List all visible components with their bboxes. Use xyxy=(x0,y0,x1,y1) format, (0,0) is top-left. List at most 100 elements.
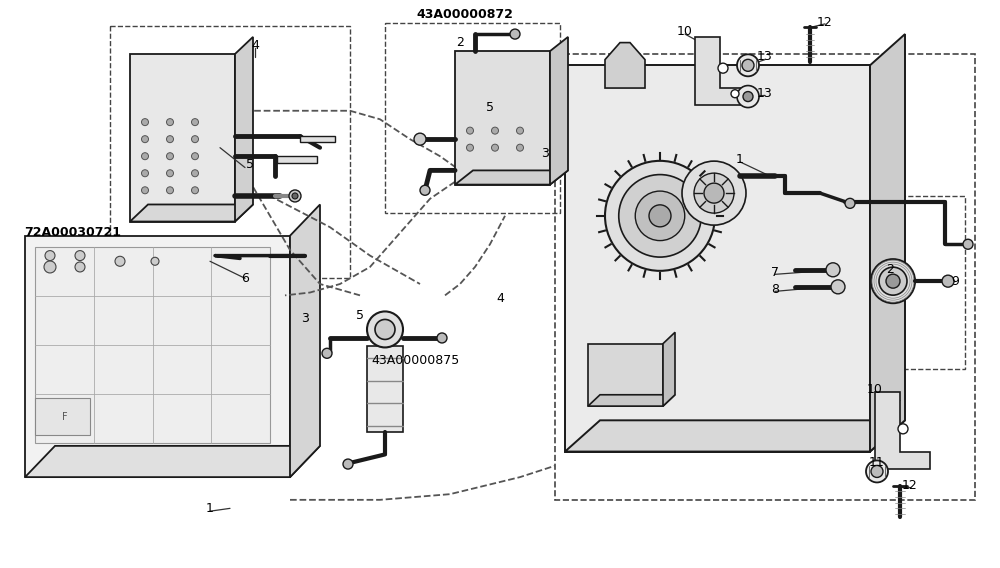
Circle shape xyxy=(142,187,149,194)
Text: 8: 8 xyxy=(771,283,779,296)
Circle shape xyxy=(289,190,301,202)
Text: 7: 7 xyxy=(771,266,779,279)
Circle shape xyxy=(516,127,524,134)
Circle shape xyxy=(467,127,474,134)
Circle shape xyxy=(192,136,198,143)
Circle shape xyxy=(871,259,915,303)
Polygon shape xyxy=(25,236,290,477)
Circle shape xyxy=(467,144,474,151)
Circle shape xyxy=(682,161,746,225)
Text: 6: 6 xyxy=(241,272,249,285)
Polygon shape xyxy=(605,43,645,88)
Circle shape xyxy=(192,170,198,177)
Text: 4: 4 xyxy=(496,292,504,304)
Text: 1: 1 xyxy=(736,153,744,165)
Polygon shape xyxy=(565,420,905,452)
Circle shape xyxy=(845,198,855,208)
Circle shape xyxy=(635,191,685,241)
Circle shape xyxy=(737,55,759,76)
Bar xyxy=(555,54,975,500)
Circle shape xyxy=(898,424,908,434)
Circle shape xyxy=(115,256,125,266)
Circle shape xyxy=(142,119,149,126)
Circle shape xyxy=(742,59,754,72)
Text: 10: 10 xyxy=(677,25,693,37)
Polygon shape xyxy=(663,332,675,406)
Polygon shape xyxy=(565,65,870,452)
Polygon shape xyxy=(588,395,675,406)
Text: F: F xyxy=(62,412,68,423)
Bar xyxy=(35,398,90,435)
Circle shape xyxy=(886,274,900,288)
Text: 11: 11 xyxy=(869,457,885,469)
Text: 3: 3 xyxy=(541,147,549,160)
Circle shape xyxy=(166,119,174,126)
Bar xyxy=(790,196,965,369)
Circle shape xyxy=(192,153,198,160)
Circle shape xyxy=(166,136,174,143)
Circle shape xyxy=(166,153,174,160)
Text: 3: 3 xyxy=(301,312,309,324)
Circle shape xyxy=(414,133,426,145)
Text: 9: 9 xyxy=(951,275,959,287)
Circle shape xyxy=(343,459,353,469)
Bar xyxy=(367,346,403,432)
Text: 13: 13 xyxy=(757,51,773,63)
Circle shape xyxy=(192,119,198,126)
Circle shape xyxy=(718,63,728,73)
Circle shape xyxy=(367,311,403,348)
Circle shape xyxy=(866,461,888,482)
Bar xyxy=(35,247,270,443)
Circle shape xyxy=(420,185,430,195)
Text: 4: 4 xyxy=(251,39,259,52)
Text: 2: 2 xyxy=(456,36,464,49)
Polygon shape xyxy=(290,204,320,477)
Circle shape xyxy=(492,144,498,151)
Circle shape xyxy=(826,263,840,277)
Text: 2: 2 xyxy=(886,264,894,276)
Circle shape xyxy=(75,250,85,261)
Circle shape xyxy=(510,29,520,39)
Circle shape xyxy=(737,86,759,107)
Text: 5: 5 xyxy=(246,158,254,171)
Text: 5: 5 xyxy=(486,102,494,114)
Polygon shape xyxy=(875,392,930,469)
Circle shape xyxy=(605,161,715,271)
Text: 1: 1 xyxy=(206,502,214,515)
Bar xyxy=(385,23,560,213)
Circle shape xyxy=(322,348,332,358)
Circle shape xyxy=(437,333,447,343)
Polygon shape xyxy=(588,344,663,406)
Circle shape xyxy=(831,280,845,294)
Polygon shape xyxy=(550,37,568,185)
Circle shape xyxy=(619,174,701,257)
Bar xyxy=(110,26,350,278)
Text: 12: 12 xyxy=(902,479,918,492)
Circle shape xyxy=(731,90,739,98)
Text: 43A00000872: 43A00000872 xyxy=(417,8,513,20)
Text: 43A00000875: 43A00000875 xyxy=(371,354,459,367)
Circle shape xyxy=(871,465,883,478)
Circle shape xyxy=(142,170,149,177)
Circle shape xyxy=(743,91,753,102)
Bar xyxy=(300,136,335,142)
Text: 5: 5 xyxy=(356,309,364,321)
Circle shape xyxy=(879,267,907,295)
Polygon shape xyxy=(130,204,253,222)
Circle shape xyxy=(142,136,149,143)
Polygon shape xyxy=(25,446,320,477)
Circle shape xyxy=(192,187,198,194)
Bar xyxy=(277,156,317,163)
Circle shape xyxy=(942,275,954,287)
Circle shape xyxy=(516,144,524,151)
Circle shape xyxy=(151,257,159,265)
Circle shape xyxy=(492,127,498,134)
Circle shape xyxy=(166,170,174,177)
Circle shape xyxy=(694,173,734,213)
Circle shape xyxy=(649,205,671,227)
Text: 13: 13 xyxy=(757,87,773,100)
Text: 72A00030721: 72A00030721 xyxy=(24,227,122,239)
Circle shape xyxy=(166,187,174,194)
Polygon shape xyxy=(870,34,905,452)
Circle shape xyxy=(704,183,724,203)
